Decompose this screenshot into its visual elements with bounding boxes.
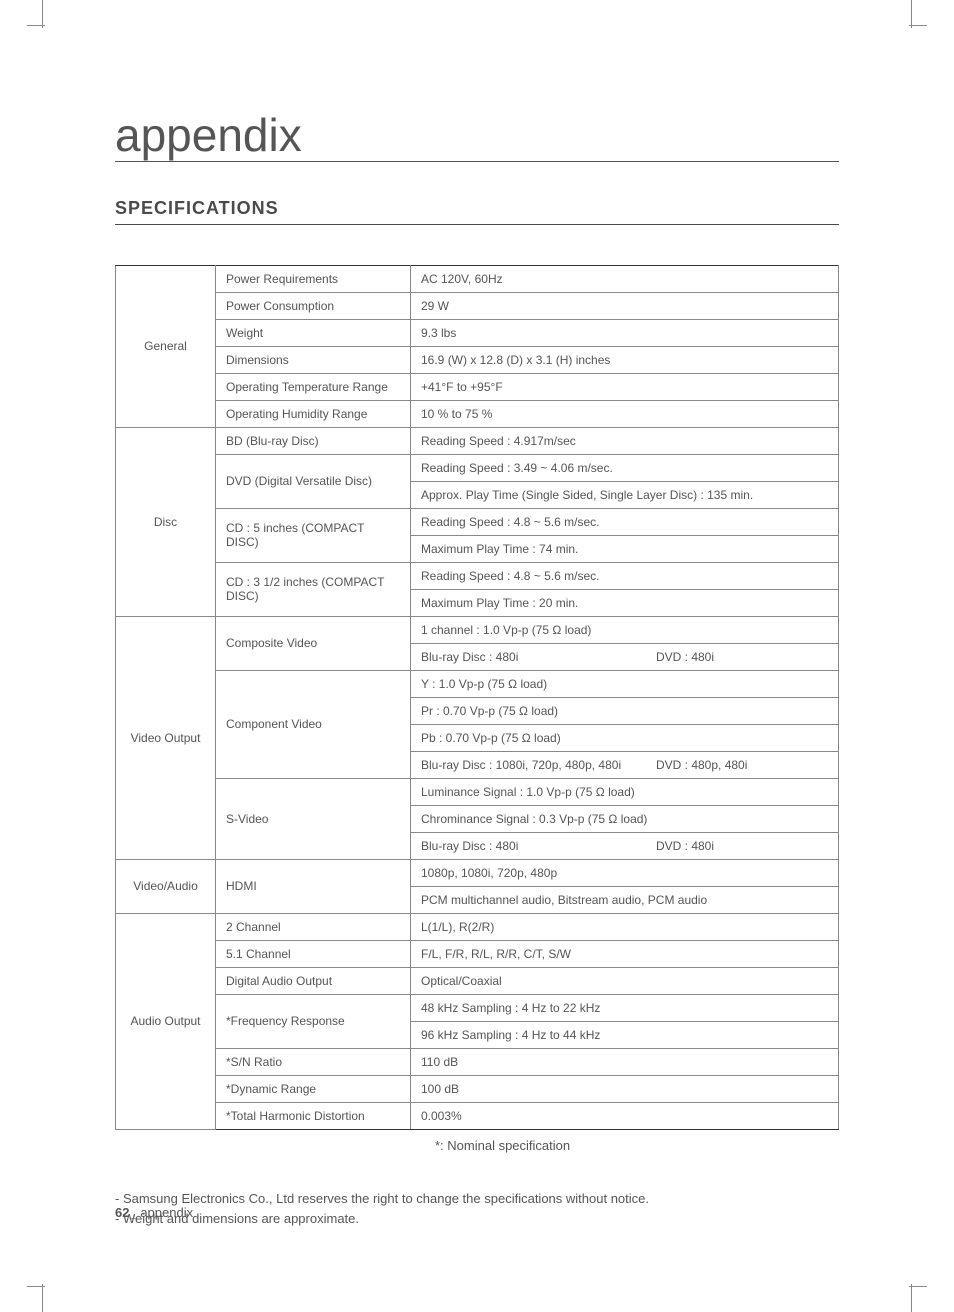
spec-value: Pb : 0.70 Vp-p (75 Ω load) <box>411 724 839 751</box>
spec-label: Composite Video <box>216 616 411 670</box>
spec-value: Maximum Play Time : 20 min. <box>411 589 839 616</box>
section-heading: SPECIFICATIONS <box>115 198 839 225</box>
spec-value: Maximum Play Time : 74 min. <box>411 535 839 562</box>
spec-value: 1 channel : 1.0 Vp-p (75 Ω load) <box>411 616 839 643</box>
spec-label: Dimensions <box>216 346 411 373</box>
spec-label: HDMI <box>216 859 411 913</box>
spec-value: Blu-ray Disc : 480iDVD : 480i <box>411 643 839 670</box>
spec-value: Blu-ray Disc : 480iDVD : 480i <box>411 832 839 859</box>
spec-label: CD : 5 inches (COMPACT DISC) <box>216 508 411 562</box>
spec-label: DVD (Digital Versatile Disc) <box>216 454 411 508</box>
spec-label: Power Consumption <box>216 292 411 319</box>
category-video-audio: Video/Audio <box>116 859 216 913</box>
spec-value: 110 dB <box>411 1048 839 1075</box>
spec-value: F/L, F/R, R/L, R/R, C/T, S/W <box>411 940 839 967</box>
spec-label: Digital Audio Output <box>216 967 411 994</box>
spec-value: 48 kHz Sampling : 4 Hz to 22 kHz <box>411 994 839 1021</box>
spec-label: *S/N Ratio <box>216 1048 411 1075</box>
spec-value: Optical/Coaxial <box>411 967 839 994</box>
spec-value: 1080p, 1080i, 720p, 480p <box>411 859 839 886</box>
spec-value: 10 % to 75 % <box>411 400 839 427</box>
spec-value: Approx. Play Time (Single Sided, Single … <box>411 481 839 508</box>
spec-label: *Dynamic Range <box>216 1075 411 1102</box>
spec-value: 29 W <box>411 292 839 319</box>
spec-value: PCM multichannel audio, Bitstream audio,… <box>411 886 839 913</box>
spec-label: *Frequency Response <box>216 994 411 1048</box>
spec-value: +41°F to +95°F <box>411 373 839 400</box>
spec-label: 5.1 Channel <box>216 940 411 967</box>
page-title: appendix <box>115 110 302 162</box>
spec-label: Operating Temperature Range <box>216 373 411 400</box>
spec-value: 100 dB <box>411 1075 839 1102</box>
note-line: - Samsung Electronics Co., Ltd reserves … <box>115 1189 839 1210</box>
spec-value: L(1/L), R(2/R) <box>411 913 839 940</box>
spec-value: Chrominance Signal : 0.3 Vp-p (75 Ω load… <box>411 805 839 832</box>
notes-block: - Samsung Electronics Co., Ltd reserves … <box>115 1189 839 1231</box>
note-line: - Weight and dimensions are approximate. <box>115 1209 839 1230</box>
category-video-output: Video Output <box>116 616 216 859</box>
spec-label: 2 Channel <box>216 913 411 940</box>
spec-value: Y : 1.0 Vp-p (75 Ω load) <box>411 670 839 697</box>
spec-table: General Power Requirements AC 120V, 60Hz… <box>115 265 839 1130</box>
spec-label: Weight <box>216 319 411 346</box>
footer-text: appendix <box>137 1205 193 1220</box>
spec-label: *Total Harmonic Distortion <box>216 1102 411 1129</box>
page-number: 62_ <box>115 1205 137 1220</box>
spec-value: Pr : 0.70 Vp-p (75 Ω load) <box>411 697 839 724</box>
spec-value: 96 kHz Sampling : 4 Hz to 44 kHz <box>411 1021 839 1048</box>
category-audio-output: Audio Output <box>116 913 216 1129</box>
footnote-nominal: *: Nominal specification <box>435 1138 839 1153</box>
spec-label: CD : 3 1/2 inches (COMPACT DISC) <box>216 562 411 616</box>
category-general: General <box>116 265 216 427</box>
spec-value: AC 120V, 60Hz <box>411 265 839 292</box>
spec-value: 0.003% <box>411 1102 839 1129</box>
spec-value: 9.3 lbs <box>411 319 839 346</box>
spec-label: Component Video <box>216 670 411 778</box>
spec-value: Reading Speed : 4.8 ~ 5.6 m/sec. <box>411 562 839 589</box>
spec-label: Operating Humidity Range <box>216 400 411 427</box>
spec-value: Reading Speed : 4.8 ~ 5.6 m/sec. <box>411 508 839 535</box>
spec-value: 16.9 (W) x 12.8 (D) x 3.1 (H) inches <box>411 346 839 373</box>
spec-value: Luminance Signal : 1.0 Vp-p (75 Ω load) <box>411 778 839 805</box>
spec-value: Reading Speed : 4.917m/sec <box>411 427 839 454</box>
spec-value: Reading Speed : 3.49 ~ 4.06 m/sec. <box>411 454 839 481</box>
spec-label: Power Requirements <box>216 265 411 292</box>
spec-label: S-Video <box>216 778 411 859</box>
spec-value: Blu-ray Disc : 1080i, 720p, 480p, 480iDV… <box>411 751 839 778</box>
page-footer: 62_ appendix <box>115 1205 193 1220</box>
spec-label: BD (Blu-ray Disc) <box>216 427 411 454</box>
category-disc: Disc <box>116 427 216 616</box>
